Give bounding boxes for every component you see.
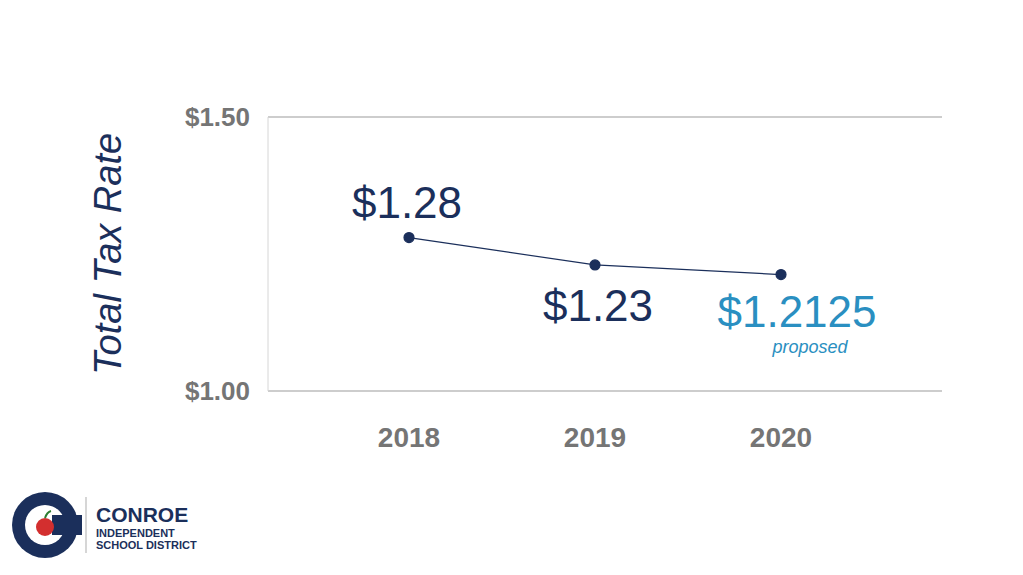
svg-text:$1.23: $1.23 bbox=[543, 281, 653, 330]
svg-text:$1.2125: $1.2125 bbox=[717, 287, 876, 336]
svg-text:2019: 2019 bbox=[564, 422, 626, 453]
svg-text:$1.00: $1.00 bbox=[185, 376, 250, 406]
svg-text:INDEPENDENT: INDEPENDENT bbox=[96, 527, 175, 539]
svg-text:Total Tax Rate: Total Tax Rate bbox=[87, 133, 129, 375]
svg-text:$1.28: $1.28 bbox=[352, 178, 462, 227]
svg-text:CONROE: CONROE bbox=[96, 503, 188, 526]
svg-text:$1.50: $1.50 bbox=[185, 102, 250, 132]
svg-text:proposed: proposed bbox=[771, 337, 848, 357]
svg-text:SCHOOL DISTRICT: SCHOOL DISTRICT bbox=[96, 539, 197, 551]
svg-text:2020: 2020 bbox=[750, 422, 812, 453]
svg-text:2018: 2018 bbox=[378, 422, 440, 453]
